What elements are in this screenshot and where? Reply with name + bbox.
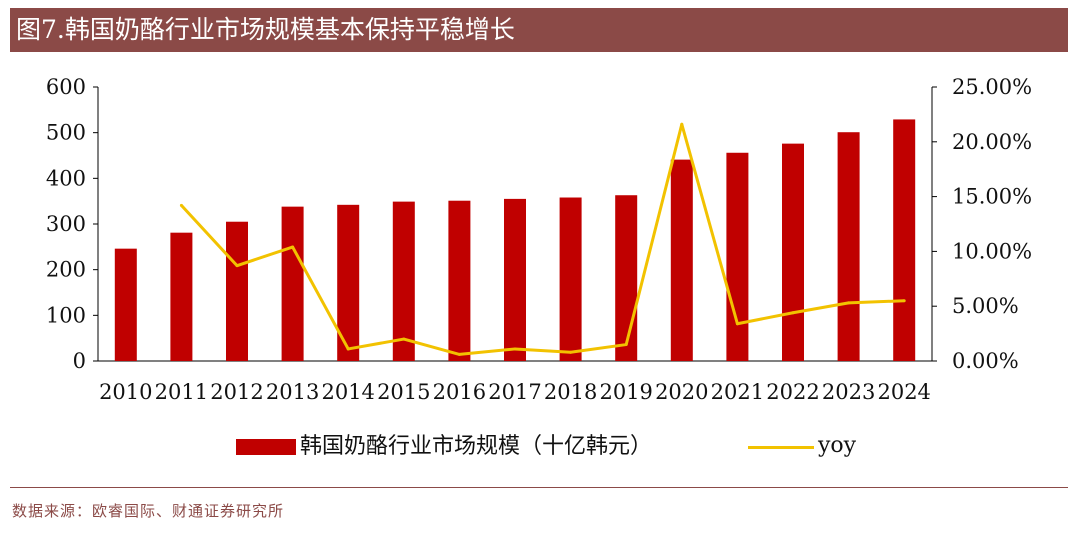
right-tick-label: 20.00%	[952, 130, 1032, 154]
bar-2018	[559, 197, 582, 361]
yoy-point-2019	[624, 343, 628, 347]
right-tick-label: 5.00%	[952, 294, 1019, 318]
left-tick-label: 100	[46, 303, 86, 327]
yoy-point-2014	[346, 347, 350, 351]
legend-line-label: yoy	[818, 433, 857, 458]
bar-2021	[726, 152, 749, 361]
x-tick-label: 2013	[266, 380, 319, 404]
right-tick-label: 25.00%	[952, 75, 1032, 99]
bar-2023	[837, 132, 860, 361]
right-tick-label: 15.00%	[952, 185, 1032, 209]
bar-2014	[337, 204, 360, 361]
yoy-point-2011	[179, 203, 183, 207]
yoy-point-2020	[680, 122, 684, 126]
bar-2024	[893, 119, 916, 361]
bar-2016	[448, 200, 471, 361]
bar-2012	[226, 221, 248, 361]
x-tick-label: 2019	[599, 380, 652, 404]
bar-2013	[281, 206, 304, 361]
right-axis: 0.00% 5.00% 10.00% 15.00% 20.00% 25.00%	[931, 75, 1032, 373]
bar-2019	[615, 195, 638, 361]
yoy-point-2013	[291, 245, 295, 249]
footer-rule	[10, 487, 1068, 488]
yoy-point-2021	[735, 322, 739, 326]
bar-series	[114, 119, 916, 361]
x-tick-label: 2016	[433, 380, 486, 404]
yoy-point-2022	[791, 311, 795, 315]
x-tick-label: 2012	[210, 380, 263, 404]
legend-bar-label: 韩国奶酪行业市场规模（十亿韩元）	[300, 434, 653, 459]
yoy-line-series	[179, 122, 906, 356]
yoy-point-2024	[902, 299, 906, 303]
left-tick-label: 200	[46, 258, 86, 282]
bar-2011	[170, 232, 193, 361]
x-tick-label: 2015	[377, 380, 430, 404]
title-bar: 图7.韩国奶酪行业市场规模基本保持平稳增长	[10, 8, 1068, 52]
yoy-point-2017	[513, 347, 517, 351]
yoy-line	[180, 122, 905, 356]
chart: 0 100 200 300 400 500 600 0.00% 5.00% 10.00% 15.0…	[46, 75, 1032, 404]
bar-2022	[782, 143, 804, 361]
chart-title: 图7.韩国奶酪行业市场规模基本保持平稳增长	[16, 15, 515, 44]
right-tick-label: 10.00%	[952, 239, 1032, 263]
source-note: 数据来源：欧睿国际、财通证券研究所	[12, 502, 285, 520]
yoy-point-2015	[402, 337, 406, 341]
x-tick-label: 2023	[822, 380, 875, 404]
x-axis: 2010 2011 2012 2013 2014 2015 2016 2017 2018 2019…	[98, 360, 932, 404]
right-tick-label: 0.00%	[952, 349, 1019, 373]
x-tick-label: 2018	[544, 380, 597, 404]
yoy-point-2016	[457, 352, 461, 356]
x-tick-label: 2014	[321, 380, 374, 404]
bar-2017	[504, 198, 526, 361]
left-tick-label: 500	[46, 121, 86, 145]
x-tick-label: 2021	[711, 380, 764, 404]
left-tick-label: 600	[46, 75, 86, 99]
x-tick-label: 2020	[655, 380, 708, 404]
left-tick-label: 400	[46, 166, 86, 190]
legend-line-swatch	[748, 446, 814, 449]
x-tick-label: 2024	[877, 380, 930, 404]
bar-2015	[392, 201, 415, 361]
yoy-point-2018	[569, 350, 573, 354]
left-axis: 0 100 200 300 400 500 600	[46, 75, 99, 373]
x-tick-label: 2010	[99, 380, 152, 404]
yoy-point-2012	[235, 264, 239, 268]
x-tick-label: 2022	[766, 380, 819, 404]
bar-2010	[114, 248, 137, 361]
left-tick-label: 300	[46, 212, 86, 236]
x-tick-label: 2011	[155, 380, 208, 404]
yoy-point-2023	[847, 301, 851, 305]
legend-bar-swatch	[236, 439, 296, 455]
left-tick-label: 0	[73, 349, 86, 373]
bar-2020	[670, 159, 693, 361]
legend: 韩国奶酪行业市场规模（十亿韩元） yoy	[0, 430, 1080, 466]
x-tick-label: 2017	[488, 380, 541, 404]
